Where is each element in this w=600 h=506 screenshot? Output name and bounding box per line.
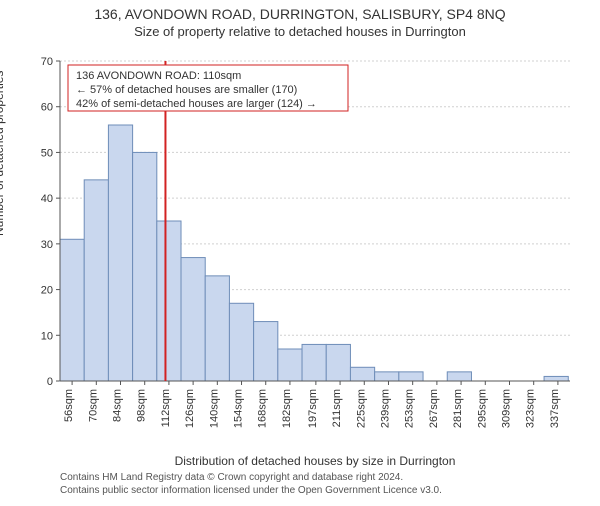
histogram-svg: 01020304050607056sqm70sqm84sqm98sqm112sq…	[60, 61, 570, 451]
svg-text:126sqm: 126sqm	[184, 389, 196, 428]
svg-text:112sqm: 112sqm	[160, 389, 172, 427]
attribution-line2: Contains public sector information licen…	[60, 485, 442, 496]
svg-text:295sqm: 295sqm	[476, 389, 488, 428]
y-axis-label: Number of detached properties	[0, 71, 6, 236]
svg-text:182sqm: 182sqm	[281, 389, 293, 428]
page-title: 136, AVONDOWN ROAD, DURRINGTON, SALISBUR…	[0, 6, 600, 22]
svg-text:154sqm: 154sqm	[233, 389, 245, 428]
svg-text:40: 40	[41, 193, 53, 205]
svg-text:0: 0	[47, 376, 53, 388]
attribution-line1: Contains HM Land Registry data © Crown c…	[60, 472, 403, 483]
svg-text:253sqm: 253sqm	[404, 389, 416, 428]
svg-text:323sqm: 323sqm	[525, 389, 537, 428]
svg-text:225sqm: 225sqm	[355, 389, 367, 428]
svg-text:56sqm: 56sqm	[63, 389, 75, 422]
svg-text:84sqm: 84sqm	[112, 389, 124, 422]
plot-area: 01020304050607056sqm70sqm84sqm98sqm112sq…	[60, 61, 570, 411]
svg-text:239sqm: 239sqm	[379, 389, 391, 428]
svg-text:197sqm: 197sqm	[307, 389, 319, 428]
svg-text:168sqm: 168sqm	[257, 389, 269, 428]
svg-text:10: 10	[41, 330, 53, 342]
svg-text:309sqm: 309sqm	[500, 389, 512, 428]
chart-container: 136, AVONDOWN ROAD, DURRINGTON, SALISBUR…	[0, 6, 600, 506]
svg-text:42% of semi-detached houses ar: 42% of semi-detached houses are larger (…	[76, 98, 317, 110]
svg-text:337sqm: 337sqm	[549, 389, 561, 428]
page-subtitle: Size of property relative to detached ho…	[0, 24, 600, 39]
attribution: Contains HM Land Registry data © Crown c…	[60, 472, 570, 497]
svg-text:140sqm: 140sqm	[208, 389, 220, 428]
svg-text:20: 20	[41, 285, 53, 297]
svg-text:70: 70	[41, 56, 53, 68]
svg-text:30: 30	[41, 239, 53, 251]
svg-text:98sqm: 98sqm	[136, 389, 148, 422]
svg-text:211sqm: 211sqm	[331, 389, 343, 427]
svg-text:281sqm: 281sqm	[452, 389, 464, 428]
svg-text:136 AVONDOWN ROAD: 110sqm: 136 AVONDOWN ROAD: 110sqm	[76, 70, 241, 82]
svg-text:267sqm: 267sqm	[428, 389, 440, 428]
svg-text:← 57% of detached houses are s: ← 57% of detached houses are smaller (17…	[76, 84, 297, 96]
x-axis-label: Distribution of detached houses by size …	[60, 454, 570, 468]
svg-text:60: 60	[41, 102, 53, 114]
svg-text:50: 50	[41, 147, 53, 159]
svg-text:70sqm: 70sqm	[87, 389, 99, 422]
